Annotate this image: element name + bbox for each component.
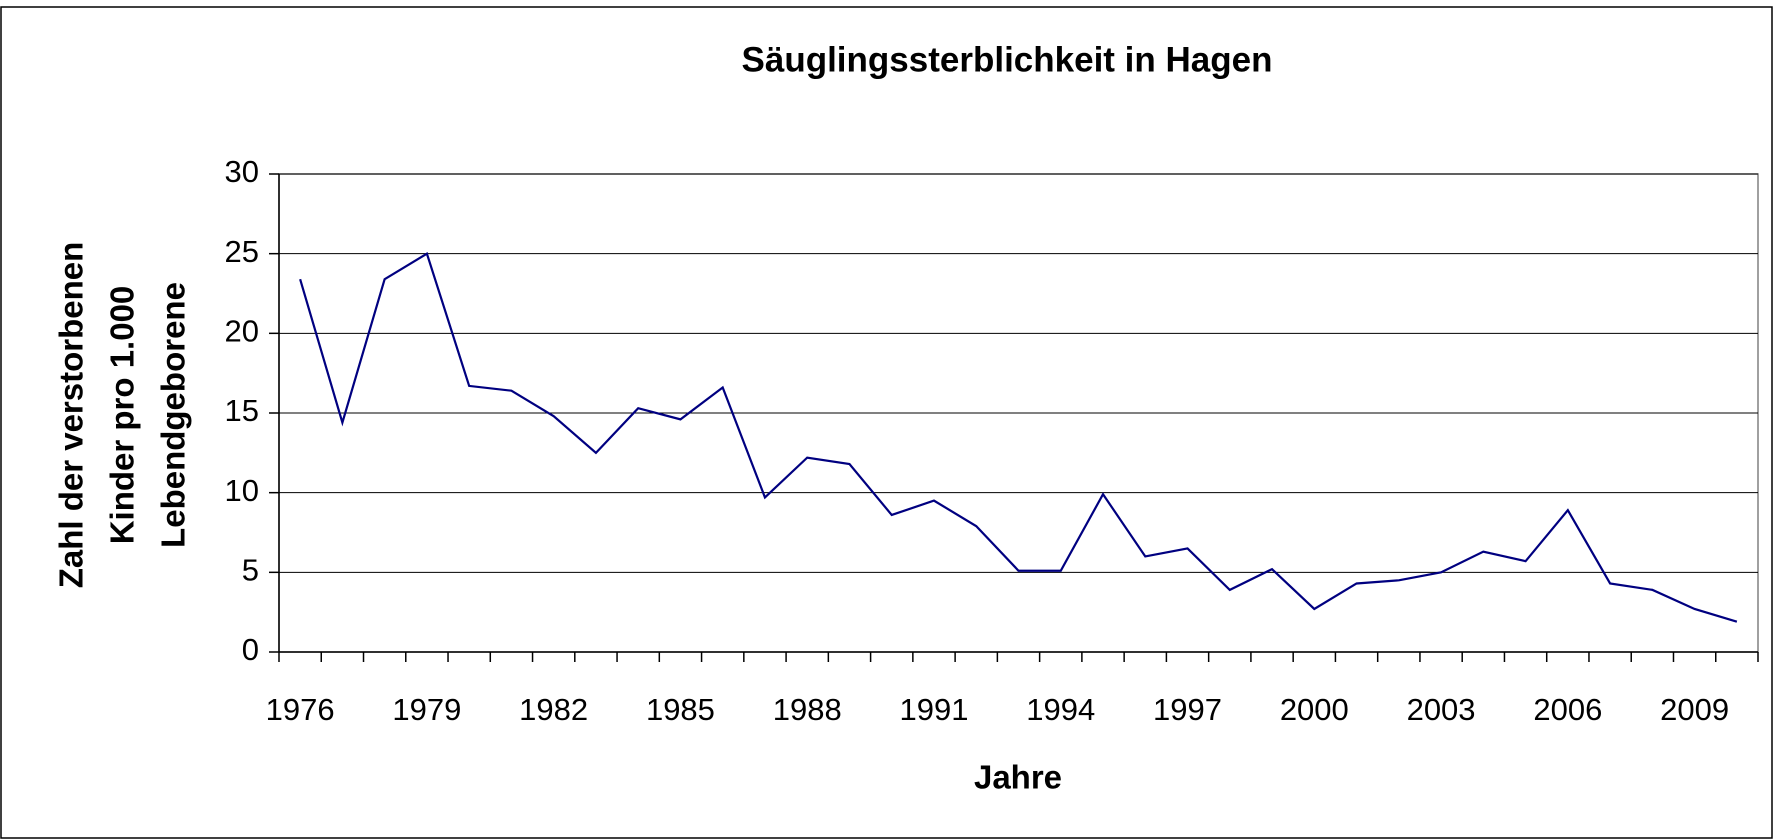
x-tick-label: 1985 (646, 692, 715, 727)
x-tick-label: 1982 (519, 692, 588, 727)
y-tick-label: 15 (225, 393, 259, 428)
x-tick-label: 1994 (1026, 692, 1095, 727)
y-axis-label-line: Zahl der verstorbenen (53, 242, 90, 589)
x-tick-label: 2000 (1280, 692, 1349, 727)
y-tick-label: 0 (242, 632, 259, 667)
x-tick-label: 1976 (266, 692, 335, 727)
chart-frame (0, 6, 1773, 839)
x-axis-label: Jahre (974, 759, 1062, 796)
y-tick-label: 10 (225, 473, 259, 508)
x-tick-label: 2003 (1407, 692, 1476, 727)
x-tick-label: 2006 (1533, 692, 1602, 727)
y-tick-label: 20 (225, 314, 259, 349)
x-tick-label: 1988 (773, 692, 842, 727)
y-axis-label: Zahl der verstorbenen Kinder pro 1.000 L… (53, 242, 192, 589)
x-tick-label: 1991 (900, 692, 969, 727)
y-axis-label-line: Kinder pro 1.000 (104, 286, 141, 545)
x-tick-label: 2009 (1660, 692, 1729, 727)
y-axis-label-line: Lebendgeborene (155, 282, 192, 548)
x-tick-label: 1997 (1153, 692, 1222, 727)
y-tick-label: 25 (225, 234, 259, 269)
x-tick-label: 1979 (392, 692, 461, 727)
y-tick-label: 30 (225, 154, 259, 189)
data-line (299, 252, 1738, 623)
chart-title: Säuglingssterblichkeit in Hagen (742, 40, 1273, 79)
y-tick-label: 5 (242, 553, 259, 588)
